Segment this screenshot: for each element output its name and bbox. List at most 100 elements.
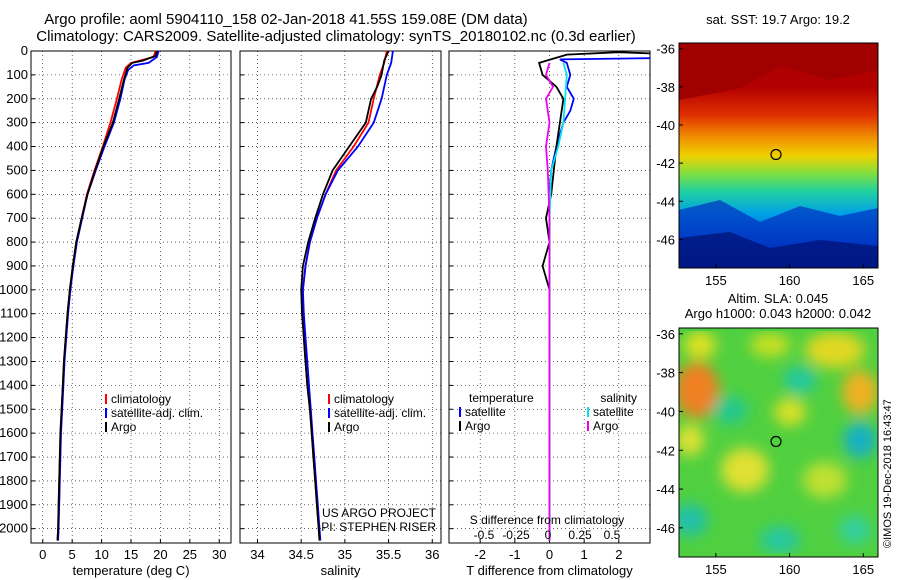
x-tick-label: 34 [250, 547, 264, 562]
y-tick-label: 200 [6, 91, 28, 106]
y-tick-label: 800 [6, 234, 28, 249]
y-tick-label: 1900 [0, 497, 28, 512]
y-tick-label: 700 [6, 210, 28, 225]
series-line-argo [300, 50, 390, 541]
project-annotation: PI: STEPHEN RISER [321, 520, 436, 534]
x-tick-label: 30 [212, 547, 226, 562]
x-tick-label: 34.5 [289, 547, 314, 562]
legend-label: Argo [334, 420, 360, 434]
x-tick-label: 5 [69, 547, 76, 562]
panel-frame [30, 50, 232, 544]
map-y-tick-label: -44 [656, 482, 675, 497]
map-y-tick-label: -46 [656, 521, 675, 536]
x-tick-label: 35 [338, 547, 352, 562]
legend-label: Argo [465, 419, 491, 433]
s-tick-label: 0 [545, 528, 552, 542]
map-y-tick-label: -36 [656, 327, 675, 342]
legend-label: climatology [111, 392, 171, 406]
y-tick-label: 1500 [0, 401, 28, 416]
legend-label: satellite [593, 405, 634, 419]
series-line-argo [56, 50, 158, 541]
sst-map: sat. SST: 19.7 Argo: 19.2 155 160 165 -36 -3… [656, 12, 879, 288]
legend-title-salinity: salinity [600, 391, 637, 405]
credit-text: ©IMOS 19-Dec-2018 16:43:47 [882, 399, 894, 548]
y-tick-label: 1400 [0, 377, 28, 392]
sst-map-frame [678, 42, 879, 269]
map-x-tick-label: 160 [779, 273, 801, 288]
profile-panels: 0 5 10 15 20 25 300100200300400500600700800900… [0, 43, 651, 578]
map-y-tick-label: -38 [656, 366, 675, 381]
x-tick-label: 35.5 [376, 547, 401, 562]
sst-argo-location-marker [770, 148, 782, 161]
legend-label: satellite-adj. clim. [111, 406, 203, 420]
y-tick-label: 1300 [0, 353, 28, 368]
project-annotation: US ARGO PROJECT [322, 506, 437, 520]
legend-label: Argo [593, 419, 619, 433]
panel-frame [239, 50, 442, 544]
map-y-tick-label: -46 [656, 232, 675, 247]
map-y-tick-label: -36 [656, 42, 675, 57]
sla-map-frame [678, 327, 879, 558]
map-x-tick-label: 155 [705, 273, 727, 288]
sla-heatmap-field [679, 328, 878, 557]
x-tick-label: 0 [39, 547, 46, 562]
sla-eddies [679, 331, 878, 554]
map-x-tick-label: 165 [852, 562, 874, 577]
sla-map-title-2: Argo h1000: 0.043 h2000: 0.042 [685, 306, 872, 321]
y-tick-label: 1700 [0, 449, 28, 464]
legend-label: Argo [111, 420, 137, 434]
x-tick-label: 15 [124, 547, 138, 562]
y-tick-label: 100 [6, 67, 28, 82]
legend-label: satellite [465, 405, 506, 419]
sla-map: Altim. SLA: 0.045 Argo h1000: 0.043 h200… [656, 291, 879, 577]
y-tick-label: 1100 [0, 306, 28, 321]
x-axis-label: salinity [321, 563, 361, 578]
x-axis-label: T difference from climatology [466, 563, 633, 578]
y-tick-label: 600 [6, 186, 28, 201]
x-tick-label: 10 [94, 547, 108, 562]
map-y-tick-label: -38 [656, 80, 675, 95]
s-tick-label: 0.5 [604, 528, 621, 542]
x-tick-label: -1 [509, 547, 521, 562]
s-difference-axis-label: S difference from climatology [470, 513, 625, 527]
x-tick-label: -2 [474, 547, 486, 562]
panel-difference: -2 -1 0 1 2T difference from climatology temp… [448, 50, 651, 578]
map-y-tick-label: -40 [656, 118, 675, 133]
title-line-1: Argo profile: aoml 5904110_158 02-Jan-20… [44, 11, 527, 28]
x-tick-label: 0 [546, 547, 553, 562]
y-tick-label: 1200 [0, 330, 28, 345]
y-tick-label: 300 [6, 115, 28, 130]
sla-map-title-1: Altim. SLA: 0.045 [728, 291, 828, 306]
map-y-tick-label: -40 [656, 404, 675, 419]
map-y-tick-label: -42 [656, 156, 675, 171]
sst-warm-core [679, 43, 878, 100]
x-tick-label: 2 [615, 547, 622, 562]
panel-temperature: 0 5 10 15 20 25 300100200300400500600700800900… [0, 43, 232, 578]
sst-map-ticks: 155 160 165 -36 -38 -40 -42 -44 -46 [656, 42, 874, 288]
x-tick-label: 20 [153, 547, 167, 562]
y-tick-label: 400 [6, 139, 28, 154]
x-tick-label: 36 [425, 547, 439, 562]
map-x-tick-label: 160 [779, 562, 801, 577]
sst-heatmap-field [679, 43, 878, 268]
y-tick-label: 1600 [0, 425, 28, 440]
legend-label: climatology [334, 392, 394, 406]
legend-title-temperature: temperature [469, 391, 534, 405]
sst-coldest-region [679, 232, 878, 268]
x-axis-label: temperature (deg C) [72, 563, 189, 578]
panel-salinity: 34 34.5 35 35.5 36 salinity climatologysatelli… [239, 50, 442, 578]
map-x-tick-label: 165 [852, 273, 874, 288]
y-tick-label: 0 [21, 43, 28, 58]
legend-label: satellite-adj. clim. [334, 406, 426, 420]
map-y-tick-label: -44 [656, 194, 675, 209]
y-tick-label: 500 [6, 162, 28, 177]
series-line-s-argo [545, 62, 555, 541]
y-tick-label: 1800 [0, 473, 28, 488]
title-line-2: Climatology: CARS2009. Satellite-adjuste… [36, 28, 635, 45]
sla-map-ticks: 155 160 165 -36 -38 -40 -42 -44 -46 [656, 327, 874, 577]
y-tick-label: 900 [6, 258, 28, 273]
y-tick-label: 1000 [0, 282, 28, 297]
x-tick-label: 25 [183, 547, 197, 562]
s-tick-label: 0.25 [568, 528, 592, 542]
sla-argo-location-marker [770, 435, 782, 448]
